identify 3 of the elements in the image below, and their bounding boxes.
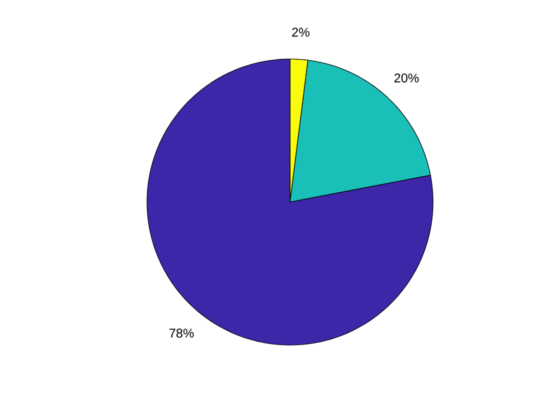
- data-label: 20%: [394, 74, 419, 82]
- data-label: 78%: [170, 328, 194, 338]
- data-label: 2%: [292, 28, 310, 37]
